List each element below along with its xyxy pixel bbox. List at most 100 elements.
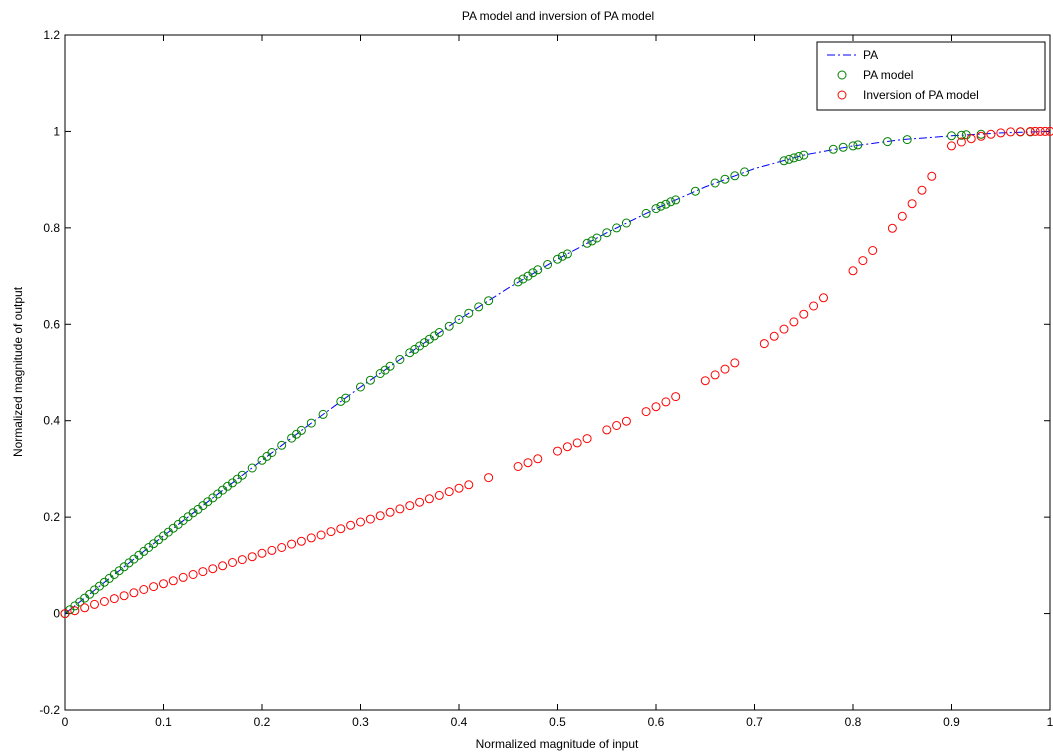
data-point	[336, 524, 346, 534]
data-point	[454, 483, 464, 493]
data-point	[602, 228, 612, 238]
data-point	[208, 564, 218, 574]
y-tick-label: 1.2	[43, 28, 60, 42]
data-point	[887, 223, 897, 233]
legend-box	[816, 41, 1046, 111]
legend-swatch	[837, 90, 847, 100]
data-point	[267, 448, 277, 457]
data-point	[385, 507, 395, 517]
data-point	[927, 171, 937, 181]
data-point	[868, 246, 878, 255]
data-point	[70, 606, 80, 616]
data-point	[848, 266, 858, 276]
data-point	[789, 317, 799, 327]
data-point	[621, 416, 631, 426]
data-point	[434, 490, 444, 500]
data-point	[690, 186, 700, 196]
data-point	[897, 211, 907, 221]
data-point	[572, 438, 582, 448]
y-tick-label: 0.8	[43, 221, 60, 235]
data-point	[587, 236, 597, 246]
data-point	[405, 501, 415, 511]
data-point	[316, 530, 326, 540]
data-point	[237, 470, 247, 480]
data-point	[996, 128, 1006, 138]
data-point	[237, 555, 247, 565]
data-point	[562, 442, 572, 452]
series-layer	[60, 126, 1053, 619]
data-point	[178, 572, 188, 582]
data-point	[799, 309, 809, 319]
data-point	[228, 558, 237, 567]
data-point	[553, 254, 562, 264]
data-point	[533, 454, 543, 464]
data-point	[1025, 127, 1035, 136]
data-point	[621, 218, 631, 228]
data-point	[789, 153, 799, 163]
data-point	[513, 277, 523, 287]
data-point	[543, 260, 553, 269]
data-point	[420, 338, 429, 348]
data-point	[356, 382, 365, 392]
data-point	[838, 142, 848, 152]
data-point	[346, 520, 356, 530]
data-point	[523, 458, 533, 468]
x-tick-label: 0.5	[549, 715, 566, 729]
data-point	[277, 543, 287, 552]
data-point	[336, 396, 346, 406]
data-point	[365, 514, 375, 524]
data-point	[966, 134, 976, 144]
axes-box	[64, 34, 1051, 711]
x-tick-label: 0	[62, 715, 69, 729]
data-point	[956, 137, 966, 147]
data-point	[641, 208, 651, 218]
data-point	[947, 131, 956, 141]
legend-entry: Inversion of PA model	[837, 88, 979, 102]
data-point	[907, 199, 917, 209]
x-tick-label: 0.2	[254, 715, 271, 729]
x-tick-label: 0.3	[352, 715, 369, 729]
data-point	[902, 135, 912, 145]
data-point	[306, 418, 316, 428]
data-point	[424, 494, 434, 504]
data-point	[484, 473, 494, 483]
data-point	[720, 174, 730, 184]
y-tick-label: -0.2	[39, 703, 60, 717]
data-point	[612, 421, 622, 430]
data-point	[1035, 126, 1045, 136]
data-point	[848, 141, 858, 151]
data-point	[287, 539, 297, 549]
data-point	[759, 339, 769, 349]
data-point	[218, 561, 228, 571]
data-point	[710, 370, 720, 380]
data-point	[306, 533, 316, 543]
data-point	[779, 156, 789, 166]
data-point	[671, 392, 681, 402]
x-tick-label: 0.9	[943, 715, 960, 729]
data-point	[168, 576, 178, 586]
data-point	[986, 129, 996, 139]
data-point	[883, 137, 892, 147]
data-point	[296, 425, 306, 435]
data-point	[1045, 126, 1053, 136]
plot-area	[64, 34, 1051, 711]
x-tick-label: 0.1	[155, 715, 172, 729]
data-point	[1006, 127, 1016, 137]
data-point	[429, 331, 439, 341]
data-point	[582, 434, 592, 444]
data-point	[956, 130, 966, 140]
data-point	[592, 233, 602, 243]
data-point	[444, 321, 454, 331]
data-point	[375, 511, 385, 521]
data-point	[385, 361, 395, 371]
data-point	[769, 331, 779, 341]
x-tick-label: 0.6	[648, 715, 665, 729]
data-point	[557, 251, 567, 261]
data-point	[296, 536, 306, 546]
data-point	[661, 199, 671, 209]
y-tick-label: 0.6	[43, 317, 60, 331]
data-point	[794, 152, 804, 161]
data-point	[277, 440, 287, 450]
data-point	[533, 265, 543, 275]
data-point	[159, 579, 168, 589]
